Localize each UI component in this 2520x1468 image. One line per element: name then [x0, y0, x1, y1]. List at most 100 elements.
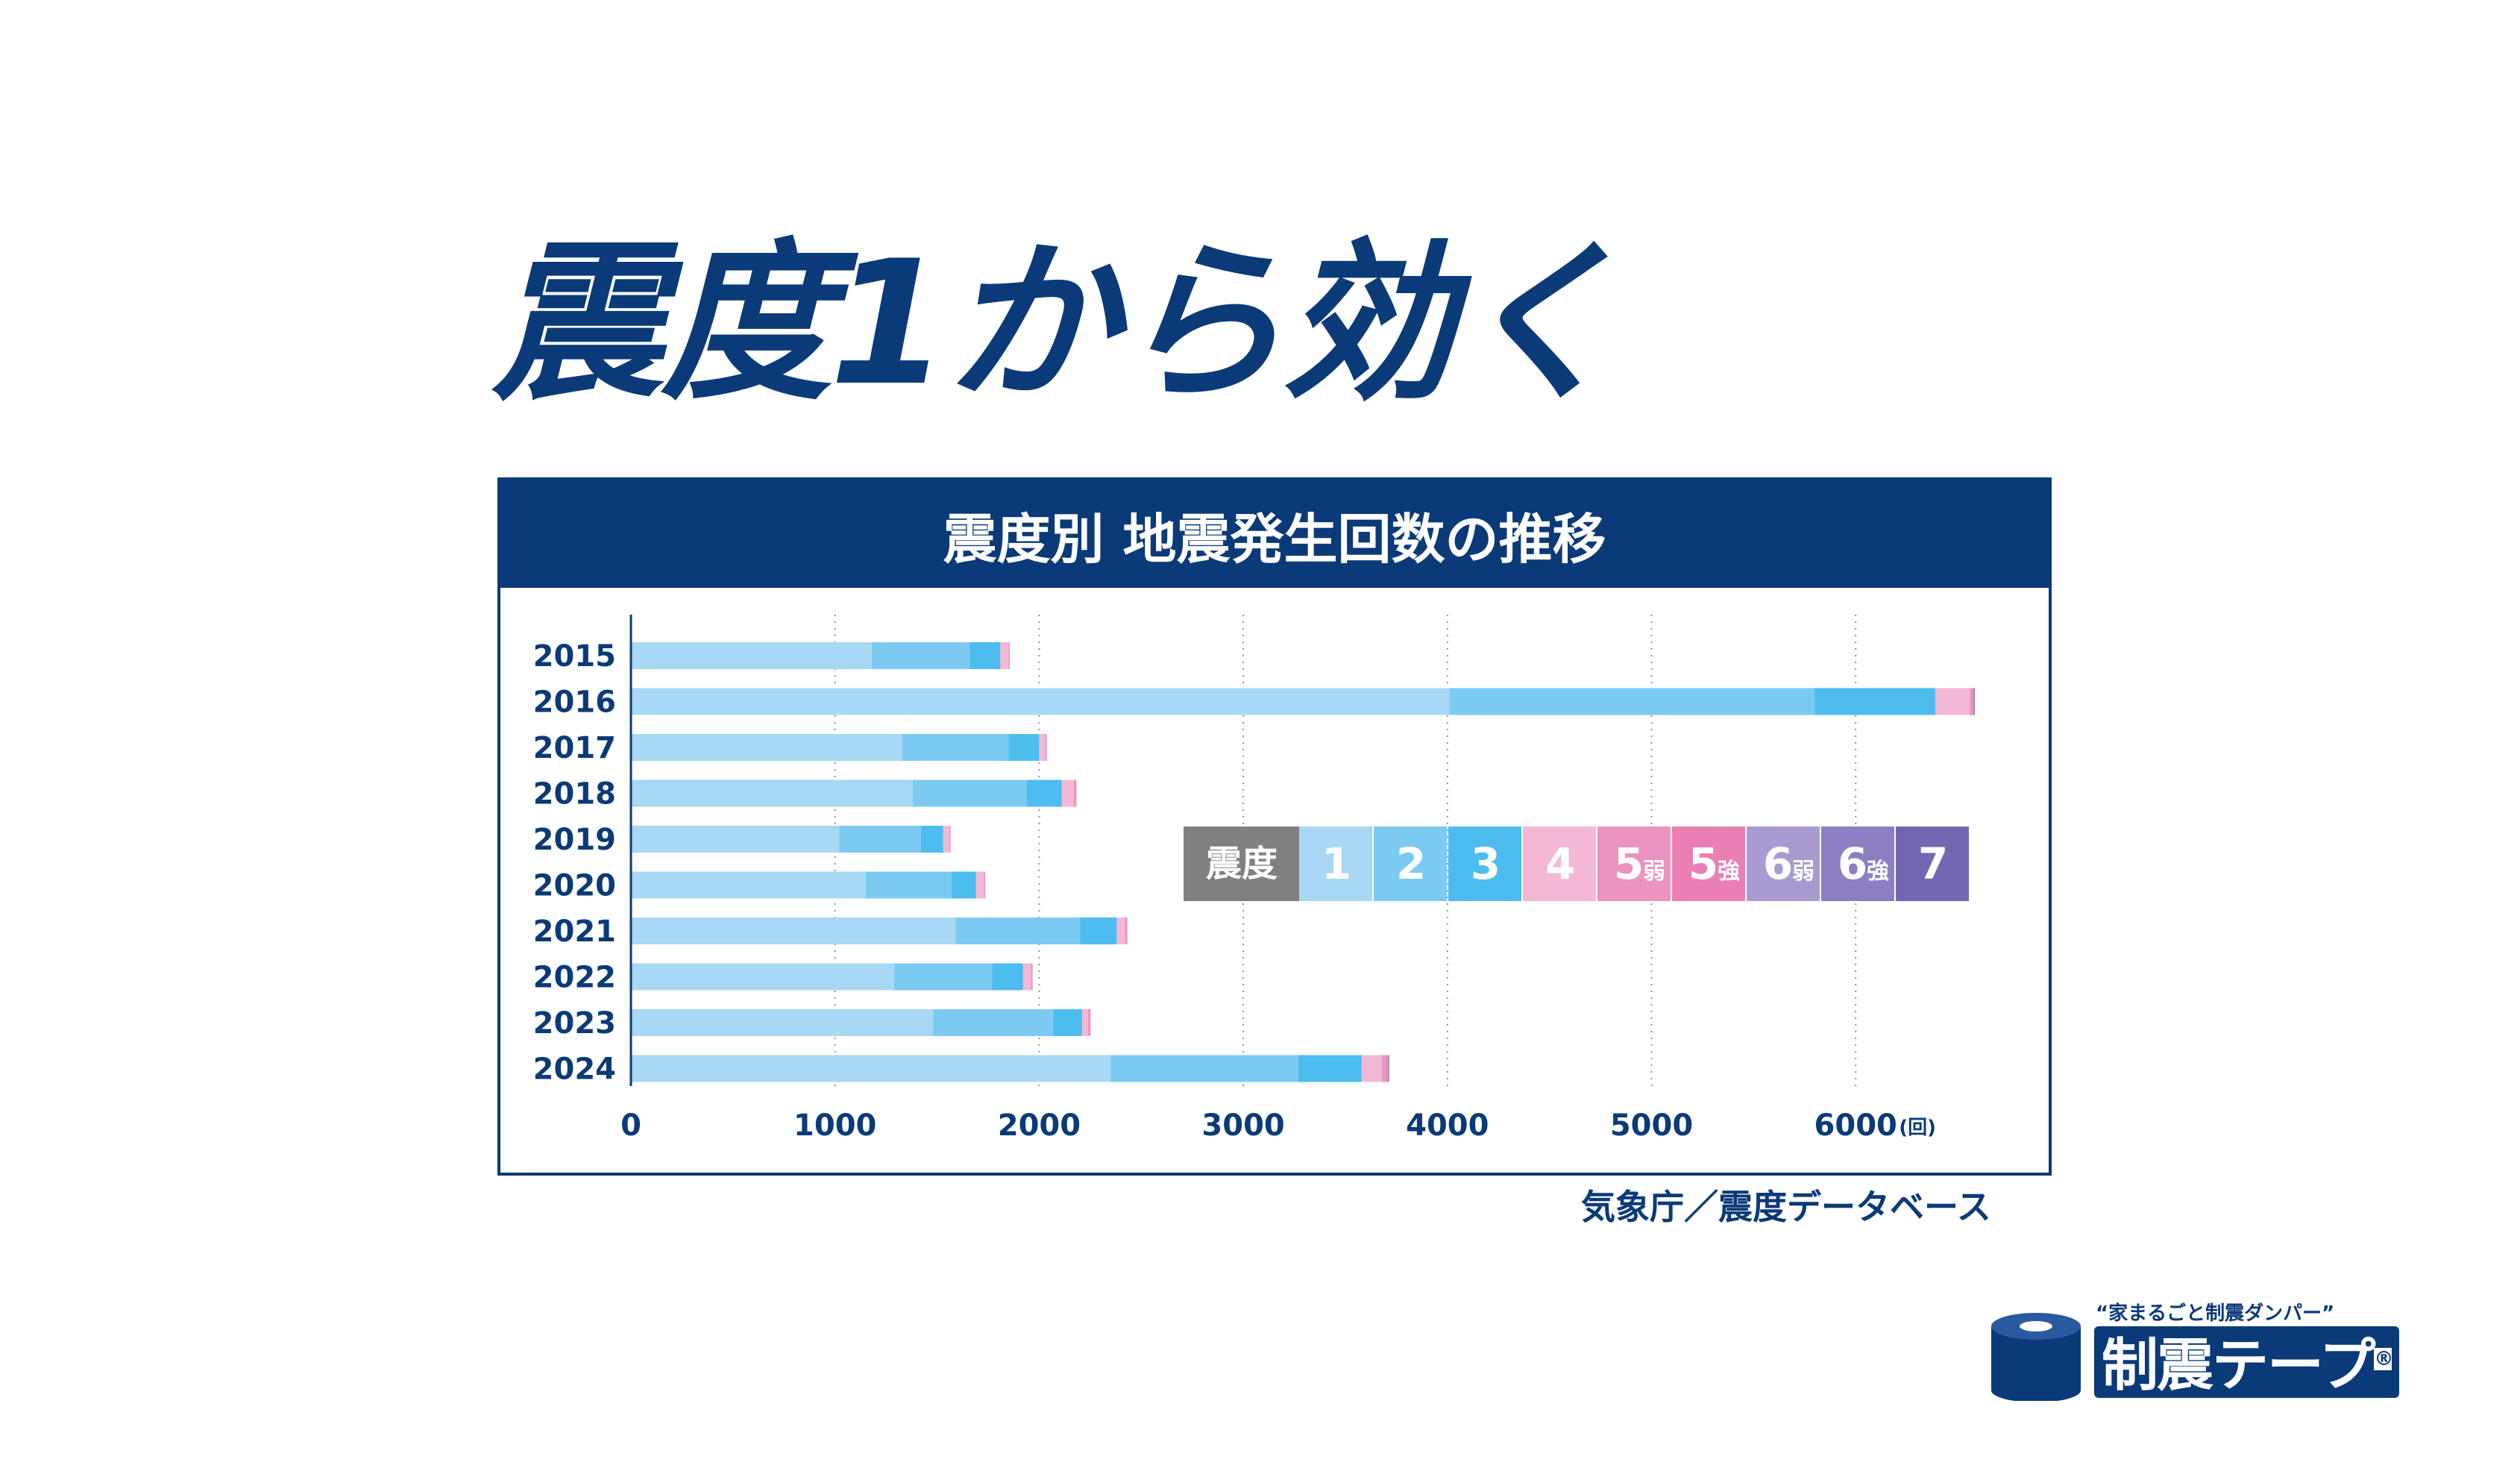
bar-2020-shindo-4: [975, 871, 984, 899]
y-tick-label: 2017: [533, 731, 616, 765]
y-tick-label: 2019: [533, 823, 616, 857]
y-tick-label: 2018: [533, 777, 616, 812]
bar-2019-shindo-1: [631, 826, 840, 853]
bar-2021-shindo-1: [631, 918, 956, 944]
bar-2024-shindo-2: [1110, 1055, 1298, 1082]
bar-2016-shindo-6強: [1973, 688, 1975, 715]
bar-2021-shindo-2: [955, 918, 1081, 944]
legend-swatch-6強: [1821, 826, 1894, 901]
chart-title: 震度別 地震発生回数の推移: [943, 507, 1606, 571]
legend-label-6強: 6: [1838, 838, 1867, 889]
legend-swatch-3: [1448, 826, 1521, 901]
bar-2024-shindo-5強: [1386, 1055, 1388, 1082]
legend-label-3: 3: [1471, 838, 1501, 889]
bar-2018-shindo-4: [1061, 780, 1074, 807]
bar-2023-shindo-1: [631, 1009, 934, 1036]
bar-2015-shindo-2: [871, 642, 970, 669]
legend-swatch-4: [1523, 826, 1596, 901]
bar-2015-shindo-3: [970, 642, 1001, 669]
bar-2021-shindo-5弱: [1125, 918, 1128, 944]
legend-label-7: 7: [1918, 838, 1948, 889]
legend-label-4: 4: [1545, 838, 1575, 889]
logo-tagline: “家まるごと制震ダンパー”: [2096, 1302, 2335, 1325]
bar-2016-shindo-2: [1449, 688, 1815, 715]
bar-2022-shindo-5強: [1031, 963, 1033, 991]
logo-name: 制震テープ®: [2094, 1326, 2400, 1399]
bar-2018-shindo-5強: [1075, 780, 1077, 807]
bar-2020-shindo-5弱: [984, 871, 985, 899]
legend-swatch-5弱: [1597, 826, 1671, 901]
bar-2024-shindo-3: [1298, 1055, 1362, 1082]
bar-2024-shindo-4: [1361, 1055, 1383, 1082]
bar-2022-shindo-4: [1022, 963, 1031, 991]
legend-label-5強: 5: [1688, 838, 1718, 889]
bar-2023-shindo-5弱: [1088, 1009, 1090, 1036]
y-tick-label: 2024: [533, 1053, 616, 1087]
bar-2018-shindo-5弱: [1073, 780, 1076, 807]
legend-title-box: [1184, 826, 1299, 901]
bar-2020-shindo-3: [951, 871, 976, 899]
bar-2019-shindo-2: [839, 826, 921, 853]
bar-2023-shindo-3: [1053, 1009, 1082, 1036]
brand-logo: “家まるごと制震ダンパー” 制震テープ®: [1984, 1298, 2400, 1402]
x-tick-label: 4000: [1406, 1108, 1489, 1143]
bar-2023-shindo-2: [933, 1009, 1054, 1036]
y-tick-label: 2016: [533, 686, 616, 720]
bar-2018-shindo-3: [1026, 780, 1062, 807]
bar-2021-shindo-3: [1080, 918, 1117, 944]
legend-swatch-1: [1299, 826, 1372, 901]
bar-2018-shindo-2: [912, 780, 1027, 807]
x-tick-label: 6000: [1814, 1108, 1897, 1143]
bar-2019-shindo-4: [943, 826, 949, 853]
bar-2016-shindo-3: [1814, 688, 1935, 715]
bar-2017-shindo-4: [1039, 734, 1046, 761]
legend-title: 震度: [1206, 843, 1278, 885]
x-tick-label: 0: [620, 1108, 641, 1143]
y-tick-label: 2022: [533, 961, 616, 995]
bar-2017-shindo-3: [1008, 734, 1040, 761]
bar-2022-shindo-3: [992, 963, 1023, 991]
bar-2016-shindo-5弱: [1970, 688, 1973, 715]
bar-2023-shindo-4: [1081, 1009, 1089, 1036]
legend-label-5弱: 5: [1614, 838, 1644, 889]
y-tick-label: 2020: [533, 869, 616, 903]
bar-2023-shindo-5強: [1090, 1009, 1091, 1036]
legend-label-6弱: 6: [1763, 838, 1793, 889]
bar-2024-shindo-5弱: [1382, 1055, 1386, 1082]
legend-swatch-5強: [1672, 826, 1745, 901]
y-tick-label: 2021: [533, 915, 616, 949]
legend-label-1: 1: [1322, 838, 1351, 889]
x-tick-label: 2000: [998, 1108, 1081, 1143]
bar-2016-shindo-1: [631, 688, 1450, 715]
x-tick-label: 5000: [1610, 1108, 1693, 1143]
x-tick-label: 1000: [794, 1108, 876, 1143]
bar-2019-shindo-5弱: [949, 826, 951, 853]
legend-sublabel-5強: 強: [1718, 859, 1740, 885]
legend-sublabel-6強: 強: [1867, 859, 1889, 885]
bar-2016-shindo-4: [1935, 688, 1970, 715]
bar-2015-shindo-5弱: [1008, 642, 1010, 669]
legend-swatch-2: [1374, 826, 1447, 901]
bar-2015-shindo-1: [631, 642, 872, 669]
bar-2017-shindo-1: [631, 734, 903, 761]
bar-2017-shindo-2: [902, 734, 1009, 761]
x-tick-label: 3000: [1201, 1108, 1284, 1143]
logo-name-text: 制震テープ: [2102, 1331, 2375, 1399]
bar-2015-shindo-4: [1000, 642, 1009, 669]
x-axis-unit: (回): [1899, 1117, 1936, 1139]
bar-2020-shindo-2: [865, 871, 952, 899]
bar-2017-shindo-5強: [1046, 734, 1047, 761]
bar-2021-shindo-4: [1116, 918, 1125, 944]
chart-frame: 震度別 地震発生回数の推移 2015 2016 2017 2018 2019 2020 20…: [497, 477, 2052, 1176]
headline: 震度1から効く: [492, 225, 1623, 424]
legend-sublabel-6弱: 弱: [1792, 859, 1814, 885]
bar-2021-shindo-5強: [1127, 918, 1128, 944]
bar-2024-shindo-1: [631, 1055, 1111, 1082]
bar-2024-shindo-6弱: [1387, 1055, 1389, 1082]
legend-sublabel-5弱: 弱: [1643, 859, 1665, 885]
legend-label-2: 2: [1396, 838, 1426, 889]
source-note: 気象庁／震度データベース: [1581, 1187, 1991, 1227]
bar-2019-shindo-3: [920, 826, 943, 853]
y-tick-label: 2015: [533, 639, 616, 674]
chart-svg: 2015201620172018201920202021202220232024…: [533, 615, 1976, 1143]
